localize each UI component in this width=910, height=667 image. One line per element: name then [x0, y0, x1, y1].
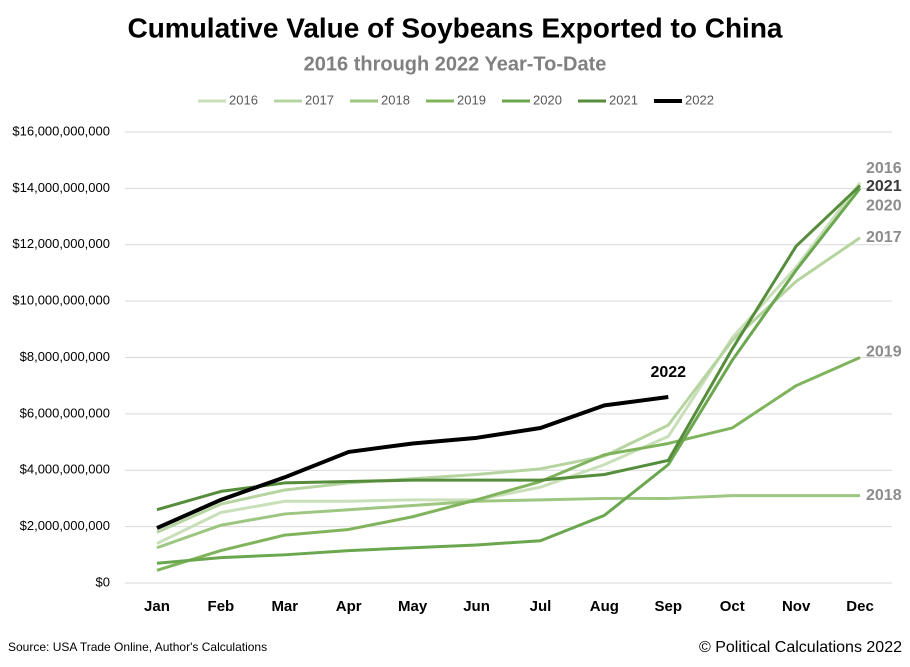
source: Source: USA Trade Online, Author's Calcu… [8, 640, 267, 654]
end-label: 2016 [866, 160, 902, 177]
chart-title: Cumulative Value of Soybeans Exported to… [127, 12, 782, 43]
chart-subtitle: 2016 through 2022 Year-To-Date [304, 53, 607, 75]
x-tick-label: Aug [590, 598, 619, 615]
x-tick-label: Apr [336, 598, 362, 615]
x-tick-label: Dec [846, 598, 874, 615]
end-label: 2022 [650, 364, 686, 381]
series-line [156, 184, 862, 512]
y-tick-label: $2,000,000,000 [20, 518, 110, 533]
legend-label: 2018 [381, 92, 410, 107]
series-line [156, 356, 861, 572]
x-tick-label: Mar [271, 598, 298, 615]
x-tick-label: Feb [208, 598, 235, 615]
legend-label: 2016 [229, 92, 258, 107]
legend-label: 2022 [685, 92, 714, 107]
end-label: 2018 [866, 487, 902, 504]
y-tick-label: $4,000,000,000 [20, 462, 110, 477]
y-tick-label: $0 [96, 574, 110, 589]
legend-label: 2021 [609, 92, 638, 107]
y-tick-label: $14,000,000,000 [12, 180, 110, 195]
y-tick-label: $6,000,000,000 [20, 405, 110, 420]
y-tick-label: $10,000,000,000 [12, 293, 110, 308]
legend-label: 2017 [305, 92, 334, 107]
end-label: 2020 [866, 198, 902, 215]
credit: © Political Calculations 2022 [699, 639, 902, 656]
x-tick-label: Nov [782, 598, 811, 615]
series-line [156, 181, 862, 545]
end-label: 2019 [866, 344, 902, 361]
x-tick-label: Oct [720, 598, 745, 615]
series-line [156, 494, 861, 550]
x-tick-label: Jun [463, 598, 490, 615]
series-line [156, 187, 862, 565]
x-tick-label: Sep [655, 598, 683, 615]
x-tick-label: Jul [530, 598, 552, 615]
x-tick-label: May [398, 598, 428, 615]
y-tick-label: $8,000,000,000 [20, 349, 110, 364]
legend-label: 2019 [457, 92, 486, 107]
end-label: 2021 [866, 178, 902, 195]
y-tick-label: $12,000,000,000 [12, 236, 110, 251]
legend-label: 2020 [533, 92, 562, 107]
end-label: 2017 [866, 229, 902, 246]
y-tick-label: $16,000,000,000 [12, 123, 110, 138]
x-tick-label: Jan [144, 598, 170, 615]
series-line [156, 236, 861, 534]
series-line [156, 394, 669, 530]
